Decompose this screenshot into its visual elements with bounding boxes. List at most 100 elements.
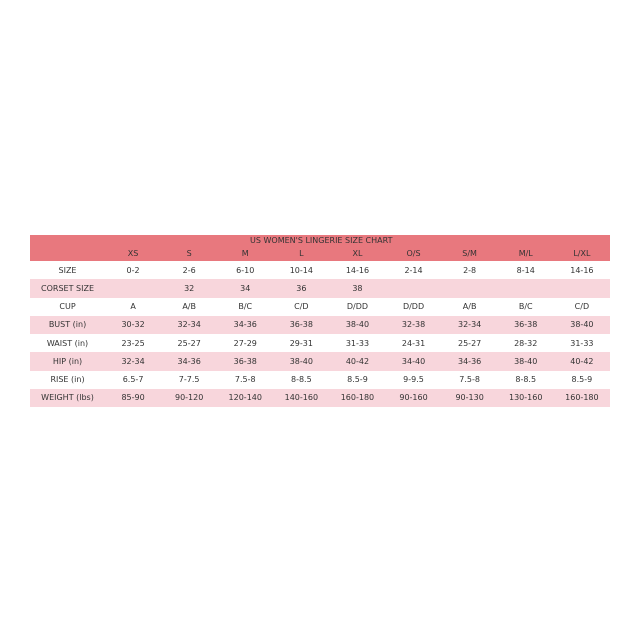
table-cell: 32 (161, 279, 218, 298)
table-cell: 36-38 (497, 315, 554, 334)
row-label: CORSET SIZE (30, 279, 106, 298)
table-cell: 9-9.5 (403, 375, 424, 385)
table-row: CORSET SIZE 32 34 36 38 (30, 279, 610, 298)
row-label: SIZE (58, 265, 77, 275)
table-cell: 6.5-7 (122, 375, 144, 385)
table-cell: 25-27 (177, 338, 201, 348)
row-label: RISE (in) (50, 375, 85, 385)
table-cell: C/D (294, 302, 309, 312)
column-header: S (161, 247, 218, 261)
row-label: WAIST (in) (46, 338, 89, 348)
table-cell (441, 279, 498, 298)
table-cell: 38-40 (497, 352, 554, 371)
table-cell: 120-140 (217, 388, 274, 407)
row-label: HIP (in) (30, 352, 106, 371)
table-cell: 30-32 (105, 315, 162, 334)
table-cell (497, 279, 554, 298)
table-cell: D/DD (346, 302, 369, 312)
table-cell: 90-160 (385, 388, 442, 407)
row-label: BUST (in) (30, 315, 106, 334)
table-cell: 23-25 (121, 338, 145, 348)
table-cell: 0-2 (126, 265, 140, 275)
header-corner (30, 247, 106, 261)
table-cell: 2-6 (182, 265, 196, 275)
table-cell: 8-14 (516, 265, 535, 275)
table-cell: 32-34 (161, 315, 218, 334)
table-cell: 130-160 (497, 388, 554, 407)
column-header: O/S (385, 247, 442, 261)
table-cell: 38-40 (273, 352, 330, 371)
table-cell: B/C (238, 302, 253, 312)
column-header: S/M (441, 247, 498, 261)
row-label: CUP (59, 302, 76, 312)
table-row: SIZE 0-2 2-6 6-10 10-14 14-16 2-14 2-8 8-14 14-16 (30, 261, 610, 279)
column-header: L/XL (553, 247, 610, 261)
table-cell: 34 (217, 279, 274, 298)
table-cell: 32-34 (105, 352, 162, 371)
table-cell: 7.5-8 (459, 375, 480, 385)
table-cell: 8-8.5 (290, 375, 312, 385)
chart-title: US WOMEN'S LINGERIE SIZE CHART (105, 235, 610, 247)
table-cell: 10-14 (289, 265, 313, 275)
table-cell: 38-40 (553, 315, 610, 334)
table-cell: A/B (462, 302, 477, 312)
table-cell: 25-27 (458, 338, 482, 348)
table-cell: 27-29 (233, 338, 257, 348)
table-cell: C/D (574, 302, 590, 312)
table-row: HIP (in) 32-34 34-36 36-38 38-40 40-42 34-40 34… (30, 352, 610, 371)
table-cell: 2-8 (463, 265, 477, 275)
table-cell: 14-16 (570, 265, 594, 275)
table-cell: 31-33 (570, 338, 594, 348)
table-cell: 34-40 (385, 352, 442, 371)
table-cell: 14-16 (345, 265, 370, 275)
table-row: WAIST (in) 23-25 25-27 27-29 29-31 31-33 24-31… (30, 334, 610, 352)
table-cell: 85-90 (105, 388, 162, 407)
table-cell: 32-34 (441, 315, 498, 334)
table-row: BUST (in) 30-32 32-34 34-36 36-38 38-40 32-38 3… (30, 315, 610, 334)
table-cell: 34-36 (161, 352, 218, 371)
table-cell: 90-120 (161, 388, 218, 407)
table-row: WEIGHT (lbs) 85-90 90-120 120-140 140-160 160… (30, 388, 610, 407)
table-cell: 34-36 (217, 315, 274, 334)
table-cell: A (130, 302, 136, 312)
table-cell: D/DD (402, 302, 425, 312)
table-cell: 24-31 (401, 338, 426, 348)
table-cell: 38-40 (329, 315, 386, 334)
table-cell: 2-14 (404, 265, 423, 275)
table-row: CUP A A/B B/C C/D D/DD D/DD A/B B/C C/D (30, 298, 610, 316)
table-cell: 38 (329, 279, 386, 298)
column-header: M/L (497, 247, 554, 261)
table-cell: 90-130 (441, 388, 498, 407)
table-cell (385, 279, 442, 298)
table-cell: 7.5-8 (234, 375, 256, 385)
table-cell: 6-10 (236, 265, 255, 275)
table-cell: 29-31 (289, 338, 313, 348)
table-cell: 28-32 (514, 338, 538, 348)
table-cell: 8.5-9 (347, 375, 368, 385)
table-cell: 31-33 (345, 338, 370, 348)
table-cell: A/B (182, 302, 196, 312)
table-cell: 8-8.5 (515, 375, 537, 385)
column-header: XL (329, 247, 386, 261)
table-cell: 40-42 (553, 352, 610, 371)
table-cell: 36-38 (217, 352, 274, 371)
table-cell: 36 (273, 279, 330, 298)
table-cell: 8.5-9 (571, 375, 593, 385)
column-header: XS (105, 247, 162, 261)
table-cell: 160-180 (553, 388, 610, 407)
table-cell: B/C (518, 302, 533, 312)
column-header: M (217, 247, 274, 261)
table-cell (105, 279, 162, 298)
table-cell: 140-160 (273, 388, 330, 407)
table-cell: 160-180 (329, 388, 386, 407)
table-cell (553, 279, 610, 298)
row-label: WEIGHT (lbs) (30, 388, 106, 407)
table-cell: 40-42 (329, 352, 386, 371)
column-header: L (273, 247, 330, 261)
table-cell: 32-38 (385, 315, 442, 334)
table-cell: 36-38 (273, 315, 330, 334)
table-cell: 34-36 (441, 352, 498, 371)
table-cell: 7-7.5 (178, 375, 200, 385)
table-row: RISE (in) 6.5-7 7-7.5 7.5-8 8-8.5 8.5-9 9-9.5 7… (30, 371, 610, 389)
size-chart-table: US WOMEN'S LINGERIE SIZE CHART XS S M L XL O/… (30, 235, 610, 407)
